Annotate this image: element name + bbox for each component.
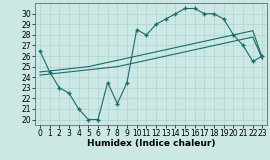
X-axis label: Humidex (Indice chaleur): Humidex (Indice chaleur) [87, 139, 215, 148]
